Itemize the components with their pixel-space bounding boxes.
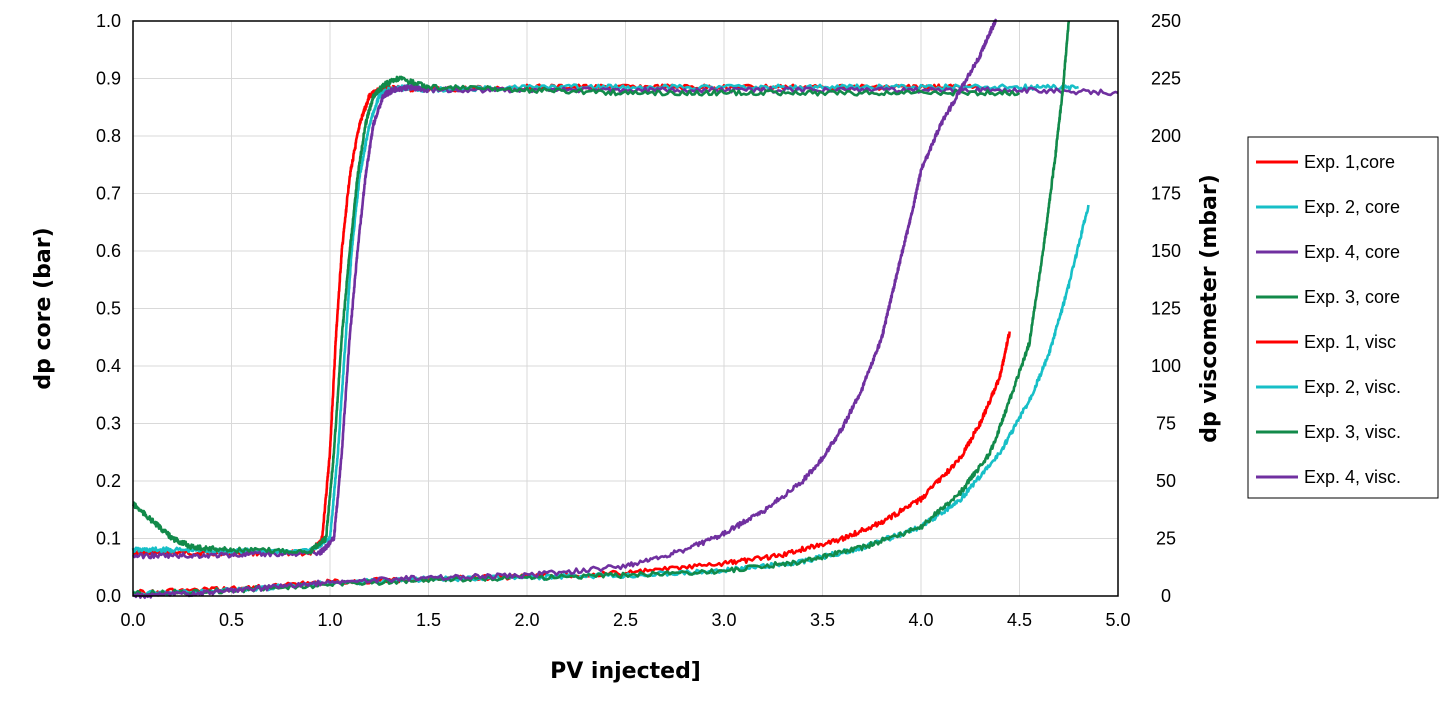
x-tick-label: 2.5: [613, 610, 638, 630]
y-right-tick-label: 25: [1156, 529, 1176, 549]
y-right-axis-title: dp viscometer (mbar): [1197, 174, 1222, 443]
x-tick-label: 4.0: [908, 610, 933, 630]
series-layer: [131, 18, 1119, 599]
x-axis-title: PV injected]: [550, 659, 701, 684]
legend: Exp. 1,core Exp. 2, core Exp. 4, core Exp. …: [1247, 136, 1439, 499]
plot-area-frame: [132, 20, 1119, 597]
x-tick-label: 3.0: [711, 610, 736, 630]
y-right-tick-label: 125: [1151, 299, 1181, 319]
y-right-tick-label: 175: [1151, 184, 1181, 204]
x-tick-label: 0.5: [219, 610, 244, 630]
y-left-tick-label: 0.6: [96, 241, 121, 261]
legend-label: Exp. 1,core: [1304, 152, 1395, 172]
x-tick-label: 4.5: [1007, 610, 1032, 630]
y-left-tick-label: 0.2: [96, 471, 121, 491]
y-right-tick-label: 0: [1161, 586, 1171, 606]
x-tick-label: 2.0: [514, 610, 539, 630]
y-left-tick-label: 1.0: [96, 11, 121, 31]
series-line-8: [132, 18, 997, 599]
y-left-tick-label: 0.9: [96, 69, 121, 89]
y-right-axis-ticks: 0 25 50 75 100 125 150 175 200 225 250: [1151, 11, 1181, 606]
legend-label: Exp. 1, visc: [1304, 332, 1396, 352]
series-line-1: [132, 83, 982, 557]
y-left-tick-label: 0.8: [96, 126, 121, 146]
x-tick-label: 1.0: [317, 610, 342, 630]
y-right-tick-label: 75: [1156, 414, 1176, 434]
y-left-axis-title: dp core (bar): [31, 227, 56, 389]
series-line-4: [131, 75, 1021, 555]
legend-label: Exp. 2, core: [1304, 197, 1400, 217]
x-tick-label: 5.0: [1105, 610, 1130, 630]
y-right-tick-label: 200: [1151, 126, 1181, 146]
y-left-tick-label: 0.1: [96, 529, 121, 549]
x-tick-label: 0.0: [120, 610, 145, 630]
series-line-6: [132, 204, 1090, 597]
legend-label: Exp. 3, core: [1304, 287, 1400, 307]
legend-label: Exp. 3, visc.: [1304, 422, 1401, 442]
y-left-tick-label: 0.7: [96, 184, 121, 204]
y-left-tick-label: 0.0: [96, 586, 121, 606]
y-right-tick-label: 250: [1151, 11, 1181, 31]
legend-label: Exp. 2, visc.: [1304, 377, 1401, 397]
y-left-tick-label: 0.5: [96, 299, 121, 319]
legend-label: Exp. 4, core: [1304, 242, 1400, 262]
y-right-tick-label: 225: [1151, 69, 1181, 89]
y-right-tick-label: 150: [1151, 241, 1181, 261]
x-axis-ticks: 0.0 0.5 1.0 1.5 2.0 2.5 3.0 3.5 4.0 4.5 5.0: [120, 610, 1130, 630]
y-right-tick-label: 50: [1156, 471, 1176, 491]
x-tick-label: 1.5: [416, 610, 441, 630]
y-right-tick-label: 100: [1151, 356, 1181, 376]
x-tick-label: 3.5: [810, 610, 835, 630]
y-left-tick-label: 0.4: [96, 356, 121, 376]
gridlines: [132, 20, 1119, 597]
series-line-7: [132, 20, 1071, 597]
series-line-3: [131, 83, 1119, 560]
legend-box: [1247, 136, 1439, 499]
legend-label: Exp. 4, visc.: [1304, 467, 1401, 487]
y-left-tick-label: 0.3: [96, 414, 121, 434]
y-left-axis-ticks: 0.0 0.1 0.2 0.3 0.4 0.5 0.6 0.7 0.8 0.9 1.0: [96, 11, 121, 606]
